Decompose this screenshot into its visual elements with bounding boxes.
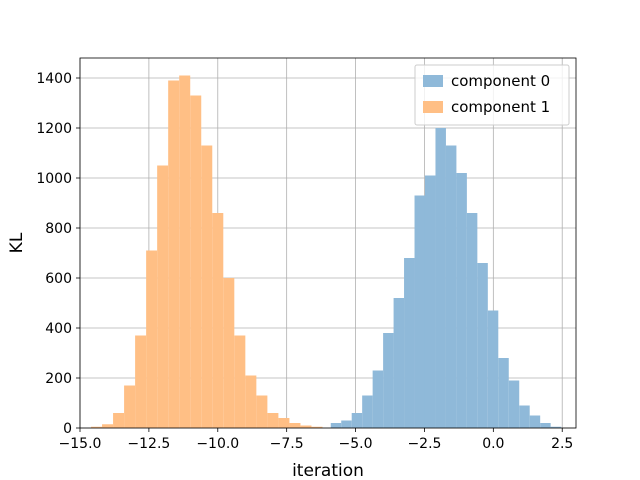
histogram-bar-component-0 xyxy=(445,145,457,428)
x-tick-label: −15.0 xyxy=(59,436,102,452)
histogram-bar-component-0 xyxy=(508,380,520,428)
histogram-bar-component-0 xyxy=(362,395,373,428)
histogram-bar-component-0 xyxy=(414,195,425,428)
legend-swatch-component-1 xyxy=(423,101,443,113)
histogram-bar-component-1 xyxy=(124,385,136,428)
y-tick-label: 1200 xyxy=(36,121,72,137)
histogram-bar-component-0 xyxy=(393,298,405,428)
histogram-bar-component-0 xyxy=(498,358,509,428)
legend-label-component-1: component 1 xyxy=(451,98,550,116)
histogram-bar-component-0 xyxy=(435,128,446,428)
legend-swatch-component-0 xyxy=(423,75,443,87)
x-tick-label: 0.0 xyxy=(482,436,504,452)
legend: component 0 component 1 xyxy=(414,64,570,126)
histogram-bar-component-1 xyxy=(190,95,202,428)
histogram-bar-component-0 xyxy=(404,258,415,428)
histogram-bar-component-1 xyxy=(113,413,125,428)
histogram-bar-component-0 xyxy=(519,405,530,428)
histogram-bar-component-0 xyxy=(351,413,363,428)
histogram-bar-component-1 xyxy=(91,426,103,428)
x-tick-label: 2.5 xyxy=(551,436,573,452)
histogram-bar-component-1 xyxy=(256,395,268,428)
histogram-bar-component-1 xyxy=(135,335,147,428)
histogram-bar-component-0 xyxy=(529,415,541,428)
histogram-bar-component-1 xyxy=(223,278,235,428)
histogram-bar-component-1 xyxy=(267,413,279,428)
y-tick-label: 1000 xyxy=(36,171,72,187)
histogram-bar-component-0 xyxy=(456,173,467,428)
histogram-bar-component-0 xyxy=(424,175,436,428)
y-axis-label: KL xyxy=(7,232,27,253)
histogram-bar-component-1 xyxy=(168,80,180,428)
y-tick-label: 800 xyxy=(45,221,72,237)
histogram-bar-component-0 xyxy=(466,213,478,428)
histogram-bar-component-1 xyxy=(245,375,257,428)
histogram-bar-component-0 xyxy=(487,310,499,428)
histogram-bar-component-1 xyxy=(289,423,301,428)
histogram-bar-component-1 xyxy=(300,425,312,428)
y-tick-label: 1400 xyxy=(36,71,72,87)
histogram-bar-component-0 xyxy=(477,263,488,428)
y-axis-ticks: 0 200 400 600 800 1000 1200 1400 xyxy=(36,71,80,437)
legend-label-component-0: component 0 xyxy=(451,72,550,90)
histogram-bar-component-1 xyxy=(157,165,169,428)
histogram-bar-component-0 xyxy=(330,423,342,428)
histogram-bar-component-0 xyxy=(550,426,562,428)
histogram-bar-component-1 xyxy=(234,335,246,428)
y-tick-label: 200 xyxy=(45,371,72,387)
histogram-bar-component-0 xyxy=(540,423,551,428)
y-tick-label: 600 xyxy=(45,271,72,287)
histogram-bar-component-1 xyxy=(102,424,114,428)
histogram-bar-component-1 xyxy=(278,418,290,428)
x-tick-label: −10.0 xyxy=(196,436,239,452)
x-tick-label: −7.5 xyxy=(270,436,304,452)
x-axis-ticks: −15.0 −12.5 −10.0 −7.5 −5.0 −2.5 0.0 2.5 xyxy=(59,428,573,452)
histogram-bar-component-0 xyxy=(341,420,352,428)
x-tick-label: −2.5 xyxy=(407,436,441,452)
histogram-bar-component-1 xyxy=(179,75,191,428)
histogram-bar-component-0 xyxy=(383,333,394,428)
x-tick-label: −12.5 xyxy=(127,436,170,452)
plot-frame xyxy=(79,57,577,429)
x-tick-label: −5.0 xyxy=(339,436,373,452)
histogram-bar-component-1 xyxy=(146,250,158,428)
histogram-bar-component-1 xyxy=(201,145,213,428)
bars xyxy=(91,75,562,428)
histogram-bar-component-0 xyxy=(372,370,384,428)
histogram-bar-component-1 xyxy=(212,213,224,428)
legend-box xyxy=(414,64,570,126)
histogram-bar-component-1 xyxy=(311,426,323,428)
y-tick-label: 400 xyxy=(45,321,72,337)
y-tick-label: 0 xyxy=(63,421,72,437)
x-axis-label: iteration xyxy=(292,461,364,480)
